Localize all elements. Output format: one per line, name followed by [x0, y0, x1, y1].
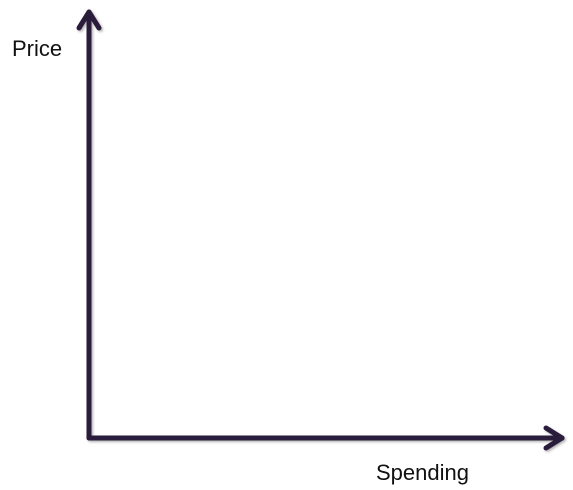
y-axis-arrow-icon — [76, 9, 102, 31]
x-axis-arrow-icon — [543, 425, 565, 451]
x-axis-label: Spending — [376, 460, 469, 485]
y-axis-label: Price — [12, 36, 63, 61]
